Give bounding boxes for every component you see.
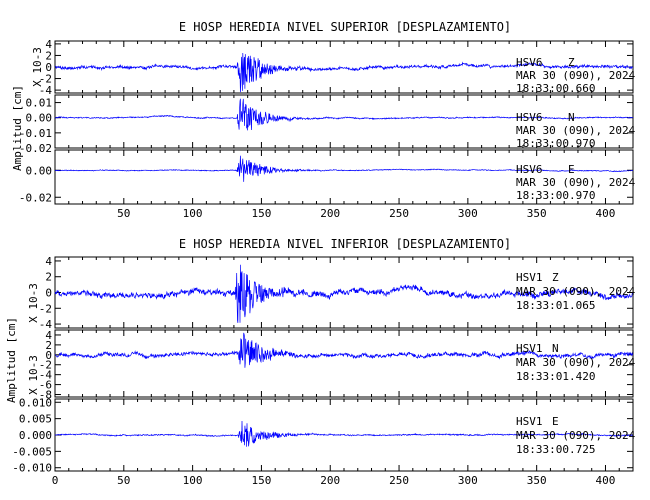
x-tick-label: 250 xyxy=(389,474,409,487)
record-date: MAR 30 (090), 2024 xyxy=(516,124,636,137)
y-tick-label: -4 xyxy=(39,369,53,382)
annotation-hsv6-n: HSV6 N MAR 30 (090), 2024 18:33:00.970 xyxy=(516,111,636,150)
waveform-hsv6-n xyxy=(54,98,634,131)
component-code: E xyxy=(568,163,575,176)
top-z-scale-label: X 10-3 xyxy=(31,47,44,87)
y-tick-label: 2 xyxy=(45,339,52,352)
y-tick-label: 0.000 xyxy=(19,429,52,442)
component-code: E xyxy=(552,415,559,428)
record-time: 18:33:00.660 xyxy=(516,82,595,95)
record-date: MAR 30 (090), 2024 xyxy=(516,69,636,82)
y-tick-label: -8 xyxy=(39,389,52,402)
annotation-hsv6-z: HSV6 Z MAR 30 (090), 2024 18:33:00.660 xyxy=(516,56,636,95)
y-tick-label: 0.00 xyxy=(26,164,53,177)
y-tick-label: -2 xyxy=(39,359,52,372)
station-code: HSV1 xyxy=(516,342,543,355)
y-tick-label: 0.010 xyxy=(19,396,52,409)
record-date: MAR 30 (090), 2024 xyxy=(516,429,636,442)
component-code: Z xyxy=(568,56,575,69)
x-tick-label: 100 xyxy=(183,207,203,220)
panel-hsv6-z: 420-2-4 xyxy=(39,38,634,97)
top-ylabel: Amplitud [cm] xyxy=(11,85,24,171)
y-tick-label: 2 xyxy=(45,49,52,62)
panel-hsv6-n: 0.01 0.00 -0.01 -0.02 xyxy=(19,94,634,155)
component-code: N xyxy=(568,111,575,124)
waveform-hsv1-z xyxy=(54,264,634,323)
panel-hsv6-e: 0.00 -0.02 xyxy=(19,149,634,205)
y-tick-label: -0.010 xyxy=(12,462,52,475)
x-tick-label: 300 xyxy=(458,474,478,487)
panel-hsv1-z: 4 2 0 -2 -4 xyxy=(39,255,634,331)
y-tick-label: -4 xyxy=(39,84,53,97)
bottom-n-scale-label: X 10-3 xyxy=(27,355,40,395)
y-tick-label: -0.02 xyxy=(19,142,52,155)
x-tick-label: 50 xyxy=(117,474,130,487)
x-tick-label: 200 xyxy=(320,207,340,220)
bottom-x-axis-ticks: 0 50 100 150 200 250 300 350 400 xyxy=(52,474,616,487)
y-tick-label: -6 xyxy=(39,379,52,392)
top-x-axis-ticks: 50 100 150 200 250 300 350 400 xyxy=(117,207,615,220)
annotation-hsv1-z: HSV1 Z MAR 30 (090), 2024 18:33:01.065 xyxy=(516,271,636,312)
record-date: MAR 30 (090), 2024 xyxy=(516,356,636,369)
y-tick-label: 0.005 xyxy=(19,413,52,426)
y-tick-label: -0.02 xyxy=(19,191,52,204)
x-tick-label: 400 xyxy=(596,474,616,487)
y-tick-label: 0.00 xyxy=(26,112,53,125)
record-date: MAR 30 (090), 2024 xyxy=(516,285,636,298)
bottom-ylabel: Amplitud [cm] xyxy=(5,317,18,403)
bottom-z-scale-label: X 10-3 xyxy=(27,283,40,323)
y-tick-label: 2 xyxy=(45,271,52,284)
waveform-hsv1-e xyxy=(54,420,634,447)
record-time: 18:33:00.970 xyxy=(516,189,595,202)
station-code: HSV1 xyxy=(516,271,543,284)
x-tick-label: 150 xyxy=(251,207,271,220)
station-code: HSV6 xyxy=(516,56,543,69)
x-tick-label: 300 xyxy=(458,207,478,220)
component-code: Z xyxy=(552,271,559,284)
waveform-hsv6-e xyxy=(54,155,634,182)
record-time: 18:33:00.970 xyxy=(516,137,595,150)
x-tick-label: 200 xyxy=(320,474,340,487)
annotation-hsv1-e: HSV1 E MAR 30 (090), 2024 18:33:00.725 xyxy=(516,415,636,456)
waveform-hsv1-n xyxy=(54,332,634,368)
y-tick-label: -0.01 xyxy=(19,127,52,140)
y-tick-label: 0 xyxy=(45,61,52,74)
y-tick-label: -2 xyxy=(39,73,52,86)
y-tick-label: -2 xyxy=(39,302,52,315)
x-tick-label: 350 xyxy=(527,474,547,487)
top-chart-title: E HOSP HEREDIA NIVEL SUPERIOR [DESPLAZAM… xyxy=(179,20,511,34)
station-code: HSV1 xyxy=(516,415,543,428)
y-tick-label: 4 xyxy=(45,255,52,268)
panel-hsv1-e: 0.010 0.005 0.000 -0.005 -0.010 xyxy=(12,396,634,475)
y-tick-label: 0 xyxy=(45,349,52,362)
bottom-chart-title: E HOSP HEREDIA NIVEL INFERIOR [DESPLAZAM… xyxy=(179,237,511,251)
y-tick-label: 4 xyxy=(45,38,52,51)
x-tick-label: 150 xyxy=(251,474,271,487)
station-code: HSV6 xyxy=(516,163,543,176)
annotation-hsv6-e: HSV6 E MAR 30 (090), 2024 18:33:00.970 xyxy=(516,163,636,202)
waveform-hsv6-z xyxy=(54,52,634,93)
x-tick-label: 50 xyxy=(117,207,130,220)
record-time: 18:33:00.725 xyxy=(516,443,595,456)
y-tick-label: 0.01 xyxy=(26,97,53,110)
x-tick-label: 100 xyxy=(183,474,203,487)
station-code: HSV6 xyxy=(516,111,543,124)
x-tick-label: 350 xyxy=(527,207,547,220)
x-tick-label: 400 xyxy=(596,207,616,220)
y-tick-label: 4 xyxy=(45,329,52,342)
y-tick-label: 0 xyxy=(45,287,52,300)
y-tick-label: -4 xyxy=(39,318,53,331)
record-date: MAR 30 (090), 2024 xyxy=(516,176,636,189)
record-time: 18:33:01.065 xyxy=(516,299,595,312)
panel-hsv1-n: 420-2-4-6-8 xyxy=(39,329,634,402)
y-tick-label: -0.005 xyxy=(12,445,52,458)
record-time: 18:33:01.420 xyxy=(516,370,595,383)
annotation-hsv1-n: HSV1 N MAR 30 (090), 2024 18:33:01.420 xyxy=(516,342,636,383)
x-tick-label: 0 xyxy=(52,474,59,487)
x-tick-label: 250 xyxy=(389,207,409,220)
component-code: N xyxy=(552,342,559,355)
